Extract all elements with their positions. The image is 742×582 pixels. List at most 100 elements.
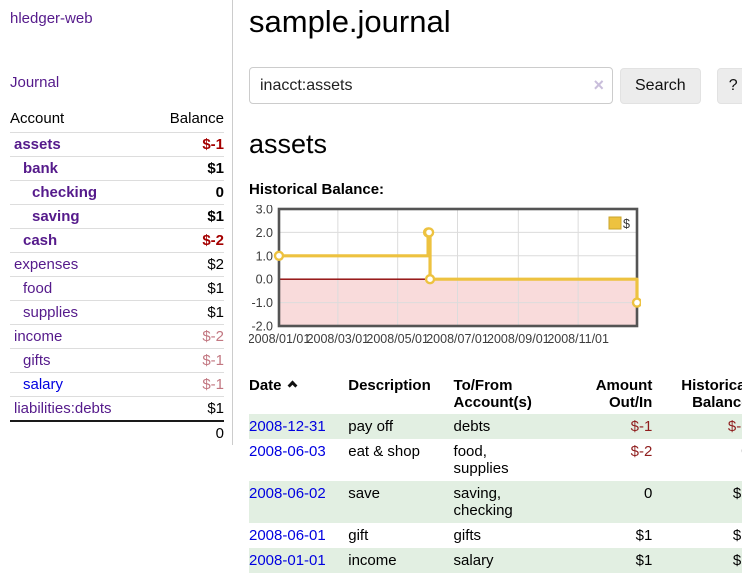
svg-text:2008/05/01: 2008/05/01 — [366, 332, 429, 346]
transaction-balance: 0 — [652, 439, 742, 481]
transaction-accounts: gifts — [453, 527, 482, 544]
account-link[interactable]: liabilities:debts — [14, 400, 112, 417]
help-button[interactable]: ? — [716, 67, 742, 104]
transaction-description: pay off — [348, 418, 393, 435]
clear-search-icon[interactable]: × — [593, 75, 604, 95]
accounts-total-spacer — [10, 420, 150, 445]
transaction-balance: $2 — [732, 527, 742, 544]
account-row: food $1 — [10, 276, 224, 301]
account-balance: $2 — [149, 252, 224, 277]
transaction-description: income — [348, 552, 397, 569]
account-link[interactable]: checking — [32, 184, 98, 201]
sidebar-item-journal[interactable]: Journal — [10, 74, 60, 91]
account-row: bank $1 — [10, 156, 224, 181]
svg-text:2.0: 2.0 — [256, 226, 273, 240]
account-balance: $1 — [149, 276, 224, 301]
accounts-table: Account Balance assets $-1 bank $1 check… — [10, 106, 224, 445]
account-link[interactable]: expenses — [14, 256, 79, 273]
transaction-description: save — [348, 485, 380, 502]
register-row: 2008-12-31 pay off debts $-1 $-1 — [249, 414, 742, 439]
svg-text:-2.0: -2.0 — [251, 320, 273, 334]
svg-text:2008/11/01: 2008/11/01 — [547, 332, 609, 346]
transaction-amount: $-1 — [630, 418, 653, 435]
account-link[interactable]: assets — [14, 136, 61, 153]
accounts-header-account: Account — [10, 110, 65, 127]
account-row: gifts $-1 — [10, 348, 224, 373]
account-balance: $-2 — [149, 228, 224, 253]
transaction-date-link[interactable]: 2008-12-31 — [249, 418, 326, 435]
accounts-total-value: 0 — [149, 420, 224, 445]
account-balance: 0 — [149, 180, 224, 205]
page-title: sample.journal — [249, 4, 451, 39]
account-row: salary $-1 — [10, 372, 224, 397]
account-row: supplies $1 — [10, 300, 224, 325]
date-header-label: Date — [249, 377, 282, 394]
transaction-amount: $1 — [635, 552, 653, 569]
svg-text:0.0: 0.0 — [256, 273, 273, 287]
account-balance: $-1 — [149, 348, 224, 373]
search-bar: × Search ? — [249, 67, 742, 104]
account-balance: $1 — [149, 156, 224, 181]
transaction-balance: $-1 — [727, 418, 742, 435]
register-header-amount: Amount Out/In — [595, 377, 653, 411]
account-link[interactable]: saving — [32, 208, 80, 225]
search-button[interactable]: Search — [620, 67, 701, 104]
account-link[interactable]: cash — [23, 232, 58, 249]
svg-text:1.0: 1.0 — [256, 249, 273, 263]
register-header-description: Description — [348, 377, 431, 394]
transaction-date-link[interactable]: 2008-06-03 — [249, 443, 326, 460]
account-link[interactable]: salary — [23, 376, 64, 393]
account-link[interactable]: food — [23, 280, 53, 297]
account-link[interactable]: gifts — [23, 352, 51, 369]
register-header-accounts: To/From Account(s) — [453, 377, 532, 411]
transaction-description: gift — [348, 527, 369, 544]
transaction-description: eat & shop — [348, 443, 420, 460]
register-row: 2008-06-02 save saving, checking 0 $2 — [249, 481, 742, 523]
transaction-balance: $2 — [732, 485, 742, 502]
svg-text:2008/03/01: 2008/03/01 — [307, 332, 370, 346]
register-header-balance: Historical Balance — [681, 377, 742, 411]
account-row: checking 0 — [10, 180, 224, 205]
register-row: 2008-01-01 income salary $1 $1 — [249, 548, 742, 573]
search-box: × — [249, 67, 613, 104]
account-balance: $1 — [149, 204, 224, 229]
transaction-accounts: debts — [453, 418, 491, 435]
account-balance: $-2 — [149, 324, 224, 349]
search-input[interactable] — [249, 67, 613, 104]
account-link[interactable]: income — [14, 328, 63, 345]
accounts-total-row: 0 — [10, 420, 224, 445]
account-row: liabilities:debts $1 — [10, 396, 224, 421]
account-row: income $-2 — [10, 324, 224, 349]
svg-text:2008/07/01: 2008/07/01 — [426, 332, 489, 346]
register-header-row: Date Description To/From Account(s) Amou… — [249, 374, 742, 414]
accounts-header-row: Account Balance — [10, 106, 224, 133]
transaction-accounts: salary — [453, 552, 494, 569]
register-table: Date Description To/From Account(s) Amou… — [249, 374, 742, 573]
accounts-header-balance: Balance — [169, 110, 224, 127]
transaction-date-link[interactable]: 2008-06-02 — [249, 485, 326, 502]
register-row: 2008-06-01 gift gifts $1 $2 — [249, 523, 742, 548]
sort-ascending-icon — [287, 380, 297, 391]
svg-text:-1.0: -1.0 — [251, 296, 273, 310]
transaction-date-link[interactable]: 2008-01-01 — [249, 552, 326, 569]
account-link[interactable]: supplies — [23, 304, 79, 321]
register-header-date[interactable]: Date — [249, 374, 348, 414]
transaction-date-link[interactable]: 2008-06-01 — [249, 527, 326, 544]
svg-text:2008/09/01: 2008/09/01 — [487, 332, 550, 346]
balance-chart-svg: 3.0 2.0 1.0 0.0 -1.0 -2.02008/01/012008/03/01… — [248, 203, 643, 346]
transaction-balance: $1 — [732, 552, 742, 569]
account-balance: $1 — [149, 300, 224, 325]
account-row: expenses $2 — [10, 252, 224, 277]
transaction-accounts: food, supplies — [453, 443, 509, 477]
transaction-amount: $1 — [635, 527, 653, 544]
account-heading: assets — [249, 129, 328, 159]
chart-title: Historical Balance: — [249, 181, 385, 198]
register-row: 2008-06-03 eat & shop food, supplies $-2… — [249, 439, 742, 481]
account-row: saving $1 — [10, 204, 224, 229]
account-row: assets $-1 — [10, 132, 224, 157]
transaction-amount: 0 — [644, 485, 653, 502]
account-row: cash $-2 — [10, 228, 224, 253]
account-link[interactable]: bank — [23, 160, 59, 177]
register-tbody: 2008-12-31 pay off debts $-1 $-1 2008-06… — [249, 414, 742, 573]
